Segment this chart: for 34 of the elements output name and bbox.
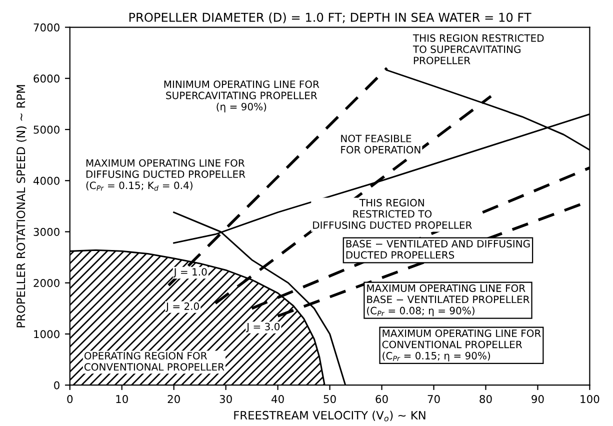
annotation: BASE − VENTILATED AND DIFFUSING DUCTED PROPELLERS	[346, 240, 530, 259]
x-tick-label: 80	[480, 395, 492, 404]
x-axis-title: FREESTREAM VELOCITY (V$_{o}$) ~ KN	[234, 410, 426, 422]
annotation: THIS REGION RESTRICTED TO DIFFUSING DUCTED PROPELLER	[313, 198, 472, 229]
y-tick-label: 1000	[34, 330, 60, 338]
y-tick-label: 7000	[34, 23, 60, 32]
annotation: MINIMUM OPERATING LINE FOR SUPERCAVITATING PROPELLER (η = 90%)	[164, 80, 320, 112]
x-tick-label: 0	[67, 395, 73, 404]
annotation: MAXIMUM OPERATING LINE FOR CONVENTIONAL PROPELLER (C$_{Pr}$ = 0.15; η = 90%)	[382, 330, 541, 362]
x-tick-label: 60	[376, 395, 388, 404]
x-tick-label: 90	[532, 395, 544, 404]
annotation: J = 3.0	[246, 322, 280, 332]
x-tick-label: 40	[272, 395, 284, 404]
x-tick-label: 100	[580, 395, 600, 404]
y-tick-label: 0	[54, 381, 60, 390]
chart-title: PROPELLER DIAMETER (D) = 1.0 FT; DEPTH IN SEA WATER = 10 FT	[129, 12, 532, 24]
annotation: THIS REGION RESTRICTED TO SUPERCAVITATING PROPELLER	[412, 34, 544, 64]
x-tick-label: 10	[116, 395, 128, 404]
y-tick-label: 3000	[34, 228, 60, 236]
x-tick-label: 50	[324, 395, 336, 404]
annotation: MAXIMUM OPERATING LINE FOR BASE − VENTILATED PROPELLER (C$_{Pr}$ = 0.08; η = 90%)	[367, 284, 530, 316]
y-tick-label: 6000	[34, 74, 60, 83]
y-tick-label: 2000	[34, 278, 60, 288]
y-tick-label: 5000	[34, 126, 60, 134]
annotation: J = 2.0	[166, 302, 199, 312]
x-tick-label: 20	[168, 395, 180, 404]
y-tick-label: 4000	[33, 176, 60, 185]
y-axis-title: PROPELLER ROTATIONAL SPEED (N) ~ RPM	[16, 85, 27, 328]
x-tick-label: 30	[220, 395, 232, 404]
annotation: MAXIMUM OPERATING LINE FOR DIFFUSING DUCTED PROPELLER (C$_{Pr}$ = 0.15; K$_{d}$ = 0.4)	[86, 159, 246, 191]
annotation: OPERATING REGION FOR CONVENTIONAL PROPELLER	[84, 352, 224, 371]
annotation: J = 1.0	[173, 268, 207, 278]
annotation: NOT FEASIBLE FOR OPERATION	[341, 134, 420, 154]
x-tick-label: 70	[428, 395, 440, 404]
